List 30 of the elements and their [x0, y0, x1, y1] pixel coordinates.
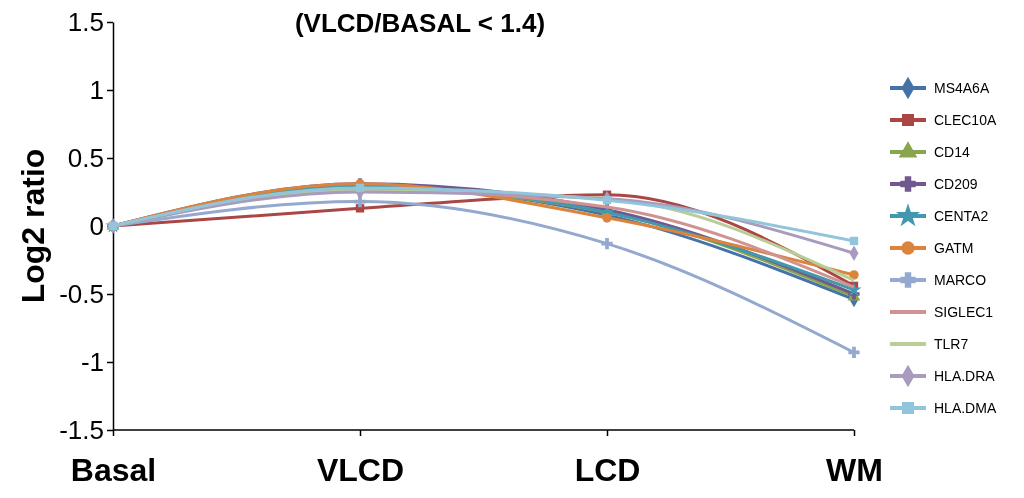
point — [602, 213, 612, 223]
point — [849, 236, 859, 246]
x-tick-label: LCD — [574, 451, 641, 488]
legend-label: MS4A6A — [934, 80, 990, 96]
y-tick-label: 1.5 — [67, 6, 104, 37]
y-tick-label: -1.5 — [59, 414, 104, 445]
legend-label: MARCO — [934, 272, 987, 288]
y-tick-label: 1 — [89, 74, 104, 105]
x-tick-label: Basal — [70, 451, 157, 488]
legend-label: SIGLEC1 — [934, 304, 994, 320]
point — [849, 270, 859, 280]
x-tick-label: WM — [826, 451, 883, 488]
legend-label: CLEC10A — [934, 112, 997, 128]
legend-label: CD209 — [934, 176, 978, 192]
legend-label: TLR7 — [934, 336, 969, 352]
x-tick-label: VLCD — [316, 451, 405, 488]
legend-label: CENTA2 — [934, 208, 989, 224]
point — [848, 346, 860, 359]
legend-label: HLA.DRA — [934, 368, 996, 384]
y-tick-label: -1 — [80, 346, 104, 377]
y-tick-label: 0.5 — [67, 142, 104, 173]
legend-label: GATM — [934, 240, 974, 256]
y-tick-label: 0 — [89, 210, 104, 241]
y-axis-title: Log2 ratio — [15, 148, 51, 304]
legend-label: CD14 — [934, 144, 971, 160]
y-tick-label: -0.5 — [59, 278, 104, 309]
point — [602, 195, 612, 205]
point — [601, 238, 613, 250]
chart-title: (VLCD/BASAL < 1.4) — [294, 8, 546, 38]
legend-label: HLA.DMA — [934, 400, 997, 416]
